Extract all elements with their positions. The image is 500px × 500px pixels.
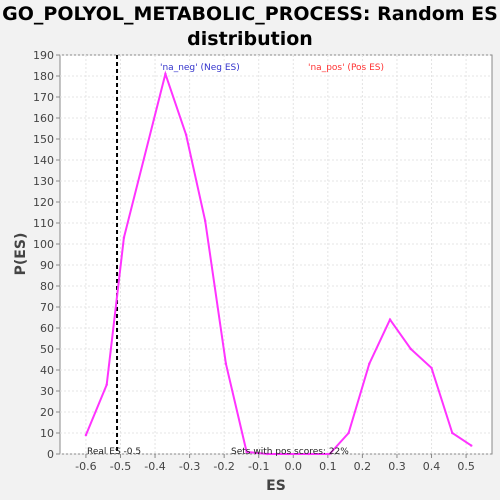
x-tick-label: 0.4 — [423, 460, 441, 473]
x-tick-label: 0.1 — [319, 460, 337, 473]
y-tick-label: 60 — [40, 322, 54, 335]
x-tick-label: 0.0 — [285, 460, 303, 473]
data-point — [105, 383, 108, 386]
x-tick-label: 0.2 — [354, 460, 372, 473]
x-tick-label: -0.5 — [110, 460, 131, 473]
x-tick-label: 0.5 — [457, 460, 475, 473]
y-axis: 0 10 20 30 40 50 60 70 80 90 100 110 120 130 140 150 160… — [33, 49, 60, 461]
data-point — [328, 452, 331, 456]
data-point — [307, 452, 311, 456]
chart-title-line1: GO_POLYOL_METABOLIC_PROCESS: Random ES — [2, 3, 498, 25]
x-tick-label: 0.3 — [388, 460, 406, 473]
data-point — [388, 318, 392, 321]
y-tick-label: 180 — [33, 70, 54, 83]
data-point — [203, 219, 207, 223]
y-tick-label: 50 — [40, 343, 54, 356]
y-tick-label: 80 — [40, 280, 54, 293]
data-point — [122, 236, 126, 239]
y-tick-label: 160 — [33, 112, 54, 125]
x-tick-label: -0.4 — [144, 460, 165, 473]
plot-area — [59, 54, 493, 455]
y-tick-label: 190 — [33, 49, 54, 62]
data-point — [451, 431, 454, 435]
x-axis-label: ES — [266, 478, 286, 494]
data-point — [347, 431, 350, 435]
pos-scores-label: Sets with pos scores: 22% — [231, 447, 349, 457]
data-point — [84, 433, 88, 437]
data-point — [245, 450, 248, 454]
y-tick-label: 130 — [33, 175, 54, 188]
y-tick-label: 70 — [40, 301, 54, 314]
x-tick-label: -0.1 — [248, 460, 269, 473]
data-point — [470, 444, 473, 447]
y-tick-label: 120 — [33, 196, 54, 209]
data-point — [368, 362, 371, 365]
chart-title-line2: distribution — [187, 28, 313, 50]
y-tick-label: 20 — [40, 406, 54, 419]
y-tick-label: 100 — [33, 238, 54, 251]
x-tick-label: -0.6 — [75, 460, 96, 473]
y-tick-label: 10 — [40, 427, 54, 440]
data-points — [84, 72, 473, 456]
y-tick-label: 90 — [40, 259, 54, 272]
data-point — [409, 347, 412, 351]
x-tick-label: -0.2 — [213, 460, 234, 473]
x-axis: -0.6 -0.5 -0.4 -0.3 -0.2 -0.1 0.0 0.1 0.2 0.3 0.4 0… — [75, 454, 475, 473]
y-tick-label: 140 — [33, 154, 54, 167]
data-point — [266, 452, 269, 456]
y-tick-label: 110 — [33, 217, 54, 230]
data-point — [430, 366, 433, 370]
data-point — [224, 362, 228, 365]
y-tick-label: 30 — [40, 385, 54, 398]
pos-es-label: 'na_pos' (Pos ES) — [308, 63, 384, 73]
y-tick-label: 170 — [33, 91, 54, 104]
data-point — [184, 133, 188, 136]
y-tick-label: 150 — [33, 133, 54, 146]
y-axis-label: P(ES) — [13, 233, 29, 276]
real-es-label: Real ES -0.5 — [87, 447, 141, 457]
neg-es-label: 'na_neg' (Neg ES) — [160, 63, 240, 73]
x-tick-label: -0.3 — [179, 460, 200, 473]
y-tick-label: 0 — [47, 448, 54, 461]
data-point — [164, 72, 167, 76]
y-tick-label: 40 — [40, 364, 54, 377]
data-point — [286, 452, 290, 456]
